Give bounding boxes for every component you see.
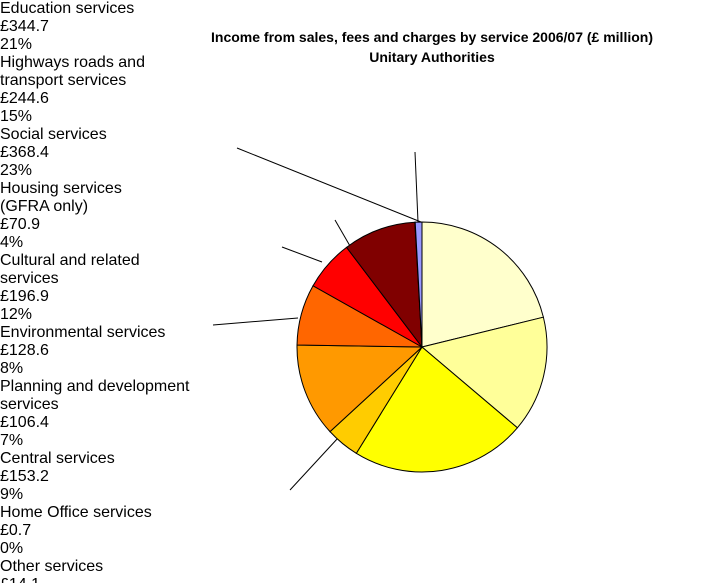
slice-value: £0.7 [0,522,32,539]
pie-slice [420,316,548,429]
slice-percent: 21% [0,36,33,53]
slice-percent: 12% [0,306,33,323]
slice-label: Home Office services £0.7 0% [0,504,220,558]
slice-name: Housing services (GFRA only) [0,180,122,215]
slice-name: Cultural and related services [0,252,140,287]
slice-name: Environmental services [0,324,166,341]
slice-label: Other services£14.11% [0,558,200,583]
slice-value: £14.1 [0,576,200,583]
pie-slice [355,346,519,473]
slice-percent: 15% [0,108,33,125]
slice-percent: 4% [0,234,24,251]
slice-value: £128.6 [0,342,49,359]
slice-name: Highways roads and transport services [0,54,145,89]
chart-subtitle: Unitary Authorities [369,49,495,65]
slice-label: Cultural and related services £196.9 12% [0,252,160,324]
pie-slice [421,221,544,348]
slice-value: £244.6 [0,90,49,107]
slice-value: £153.2 [0,468,49,485]
slice-label: Education services £344.7 21% [0,0,220,54]
slice-label: Planning and development services £106.4 7… [0,378,200,450]
chart-title: Income from sales, fees and charges by s… [211,29,653,45]
slice-name: Other services [0,558,104,575]
pie-slice [296,344,424,433]
slice-value: £70.9 [0,216,41,233]
pie-slice [414,221,423,348]
slice-name: Social services [0,126,107,143]
slice-percent: 0% [0,540,24,557]
slice-label: Environmental services £128.6 8% [0,324,220,378]
slice-percent: 23% [0,162,33,179]
slice-name: Home Office services [0,504,152,521]
slice-label: Housing services (GFRA only) £70.9 4% [0,180,140,252]
slice-label: Central services £153.2 9% [0,450,200,504]
leader-lines [212,147,422,491]
slice-percent: 7% [0,432,24,449]
slice-percent: 9% [0,486,24,503]
leader-line [212,317,299,326]
slice-value: £196.9 [0,288,49,305]
leader-line [289,437,339,491]
slice-name: Education services [0,0,135,17]
slice-label: Social services £368.4 23% [0,126,200,180]
slice-name: Central services [0,450,115,467]
slice-value: £344.7 [0,18,49,35]
leader-line [334,219,351,247]
leader-line [236,147,422,223]
slice-name: Planning and development services [0,378,190,413]
slice-label: Highways roads and transport services £24… [0,54,180,126]
slice-value: £368.4 [0,144,49,161]
leader-line [414,151,419,223]
leader-line [281,246,323,263]
slice-value: £106.4 [0,414,49,431]
slice-percent: 8% [0,360,24,377]
